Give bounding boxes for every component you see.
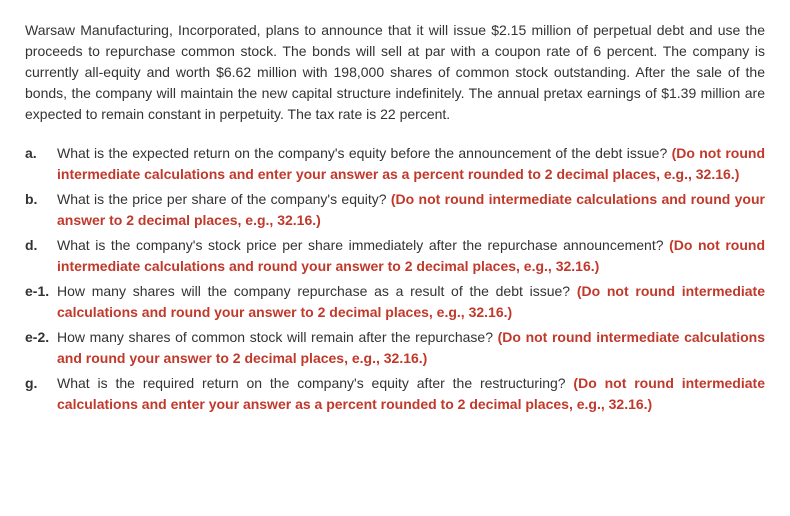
question-label: b. bbox=[25, 189, 57, 231]
question-label: e-1. bbox=[25, 281, 57, 323]
question-text: How many shares will the company repurch… bbox=[57, 281, 765, 323]
question-label: g. bbox=[25, 373, 57, 415]
question-label: d. bbox=[25, 235, 57, 277]
question-text: What is the price per share of the compa… bbox=[57, 189, 765, 231]
question-body: What is the expected return on the compa… bbox=[57, 145, 672, 161]
question-body: What is the price per share of the compa… bbox=[57, 191, 391, 207]
question-body: What is the company's stock price per sh… bbox=[57, 237, 669, 253]
question-text: What is the expected return on the compa… bbox=[57, 143, 765, 185]
question-body: How many shares will the company repurch… bbox=[57, 283, 577, 299]
question-body: What is the required return on the compa… bbox=[57, 375, 573, 391]
question-list: a. What is the expected return on the co… bbox=[25, 143, 765, 415]
question-text: What is the company's stock price per sh… bbox=[57, 235, 765, 277]
question-body: How many shares of common stock will rem… bbox=[57, 329, 498, 345]
question-label: a. bbox=[25, 143, 57, 185]
question-text: How many shares of common stock will rem… bbox=[57, 327, 765, 369]
intro-paragraph: Warsaw Manufacturing, Incorporated, plan… bbox=[25, 20, 765, 125]
question-label: e-2. bbox=[25, 327, 57, 369]
question-text: What is the required return on the compa… bbox=[57, 373, 765, 415]
